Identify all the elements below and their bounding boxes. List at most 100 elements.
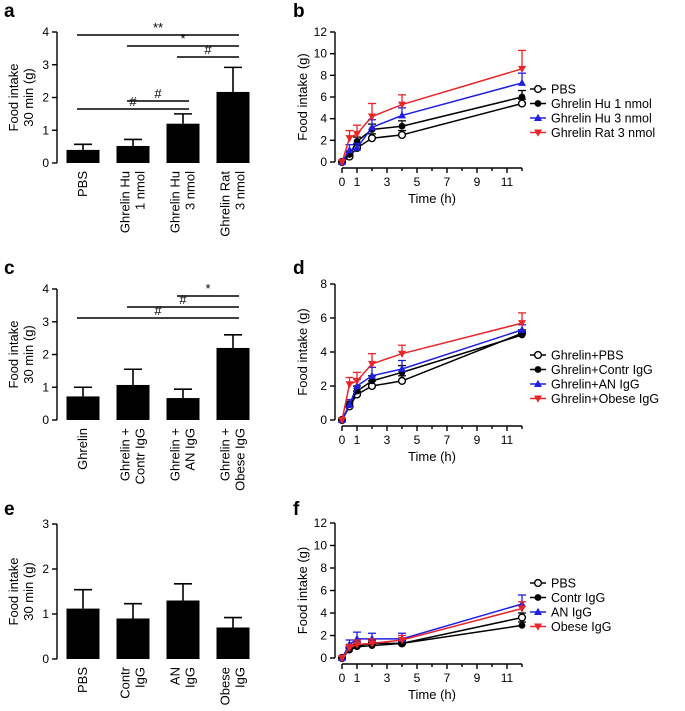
data-point [534, 113, 542, 121]
series [337, 98, 527, 167]
series [338, 594, 526, 661]
x-tick-label: 1 [354, 433, 361, 447]
y-tick-label: 8 [320, 68, 327, 82]
category-label: Obese IgG [233, 428, 248, 491]
data-point [345, 135, 354, 143]
x-tick-label: 1 [354, 175, 361, 189]
y-tick-label: 10 [314, 47, 328, 61]
x-tick-label: 11 [501, 671, 514, 685]
data-point [518, 605, 526, 613]
data-point [367, 134, 377, 143]
legend-label: Contr IgG [551, 591, 605, 605]
category-label: IgG [133, 667, 148, 688]
data-point [398, 637, 406, 645]
y-tick-label: 2 [320, 379, 327, 393]
data-point [518, 325, 526, 333]
data-point [345, 145, 354, 154]
category-label: Ghrelin [75, 428, 90, 470]
data-point [338, 417, 346, 425]
category-label: Ghrelin Rat [218, 171, 233, 237]
significance-label: # [154, 86, 162, 101]
data-point [398, 122, 406, 130]
bar-chart-c: 0 1 2 3 4 Food intake 30 min (g) Ghrelin Ghrelin… [6, 281, 250, 491]
bar [216, 347, 250, 420]
panel-label-b: b [293, 1, 305, 22]
legend-label: Ghrelin+PBS [551, 349, 624, 363]
data-point [534, 129, 542, 137]
x-tick-label: 7 [444, 671, 451, 685]
y-tick-label: 0 [320, 155, 327, 169]
y-tick-label: 12 [314, 516, 328, 530]
series-line [341, 68, 523, 163]
data-point [534, 607, 542, 615]
data-point [533, 578, 543, 588]
category-label: PBS [75, 667, 90, 693]
bar [116, 384, 150, 420]
bar [66, 608, 100, 659]
legend-label: PBS [551, 83, 576, 97]
y-axis-label: Food intake (g) [295, 308, 310, 395]
x-axis-label: Time (h) [408, 687, 456, 702]
data-point [345, 644, 354, 653]
data-point [397, 130, 407, 140]
y-axis-label: 30 min (g) [21, 325, 36, 384]
category-label: Ghrelin Hu [168, 171, 183, 233]
x-tick-label: 9 [474, 433, 481, 447]
significance-label: # [179, 292, 187, 307]
category-label: Obese [218, 667, 233, 705]
panel-label-f: f [293, 499, 300, 520]
x-tick-label: 7 [444, 433, 451, 447]
data-point [518, 65, 526, 74]
data-point [534, 594, 542, 601]
y-axis-label: Food intake [6, 321, 21, 389]
series [338, 601, 526, 663]
data-point [398, 111, 406, 119]
x-tick-label: 11 [501, 175, 514, 189]
category-label: Contr IgG [133, 428, 148, 484]
legend-label: Ghrelin+Obese IgG [551, 392, 659, 406]
y-tick-label: 4 [42, 282, 49, 296]
significance-label: # [154, 303, 162, 318]
data-point [353, 377, 361, 386]
category-label: IgG [233, 667, 248, 688]
y-tick-label: 6 [320, 90, 327, 104]
data-point [353, 143, 361, 151]
y-tick-label: 4 [320, 606, 327, 620]
category-label: 1 nmol [133, 171, 148, 210]
data-point [398, 101, 406, 109]
y-tick-label: 6 [320, 584, 327, 598]
significance-label: * [180, 31, 185, 46]
y-tick-label: 2 [42, 562, 49, 576]
y-tick-label: 0 [42, 156, 49, 170]
y-axis-label: Food intake (g) [295, 547, 310, 634]
y-tick-label: 1 [42, 123, 49, 137]
data-point [353, 641, 361, 649]
data-point [368, 123, 376, 131]
category-label: Ghrelin Hu [118, 171, 133, 233]
bar [166, 398, 200, 420]
category-label: AN [168, 667, 183, 685]
data-point [517, 613, 527, 622]
y-tick-label: 12 [314, 25, 328, 39]
bar [66, 149, 100, 163]
y-axis-label: 30 min (g) [21, 68, 36, 127]
series [337, 612, 527, 663]
legend-label: Obese IgG [551, 620, 611, 634]
panel-label-c: c [4, 258, 15, 279]
bar [66, 396, 100, 420]
data-point [368, 377, 376, 385]
y-tick-label: 8 [320, 277, 327, 291]
legend-label: AN IgG [551, 606, 592, 620]
legend-label: Ghrelin Rat 3 nmol [551, 126, 655, 140]
data-point [533, 350, 543, 360]
category-label: Contr [118, 666, 133, 698]
data-point [368, 640, 376, 648]
legend-label: Ghrelin Hu 1 nmol [551, 97, 652, 111]
significance-label: * [205, 281, 210, 296]
data-point [338, 159, 346, 167]
y-tick-label: 10 [314, 539, 328, 553]
data-point [353, 130, 361, 139]
bar [166, 123, 200, 163]
